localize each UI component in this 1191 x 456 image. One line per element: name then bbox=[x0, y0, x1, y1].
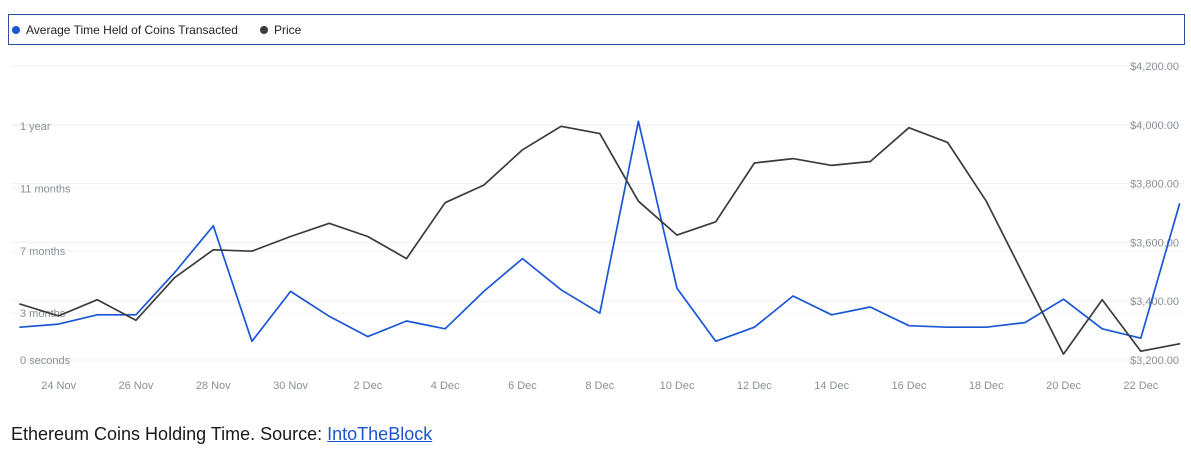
legend-dot-dark-icon bbox=[260, 25, 268, 34]
right-tick-label: $4,200.00 bbox=[1130, 61, 1179, 73]
x-tick-label: 24 Nov bbox=[41, 380, 76, 392]
legend: Average Time Held of Coins Transacted Pr… bbox=[8, 14, 1185, 45]
x-tick-label: 22 Dec bbox=[1123, 380, 1158, 392]
right-tick-label: $3,200.00 bbox=[1130, 355, 1179, 367]
x-tick-label: 4 Dec bbox=[431, 380, 460, 392]
x-tick-label: 12 Dec bbox=[737, 380, 772, 392]
figure-caption: Ethereum Coins Holding Time. Source: Int… bbox=[11, 424, 432, 445]
caption-source-link[interactable]: IntoTheBlock bbox=[327, 424, 433, 444]
left-tick-label: 1 year bbox=[20, 121, 51, 133]
left-tick-label: 11 months bbox=[20, 183, 71, 195]
series-line-holding-time bbox=[19, 120, 1181, 343]
x-tick-label: 2 Dec bbox=[353, 380, 382, 392]
x-tick-label: 26 Nov bbox=[119, 380, 154, 392]
x-tick-label: 10 Dec bbox=[660, 380, 695, 392]
right-tick-label: $3,800.00 bbox=[1130, 179, 1179, 191]
x-tick-label: 6 Dec bbox=[508, 380, 537, 392]
x-tick-label: 30 Nov bbox=[273, 380, 308, 392]
left-tick-label: 7 months bbox=[20, 246, 66, 258]
right-tick-label: $4,000.00 bbox=[1130, 120, 1179, 132]
x-tick-label: 28 Nov bbox=[196, 380, 231, 392]
legend-label-price: Price bbox=[274, 22, 302, 37]
x-tick-label: 16 Dec bbox=[892, 380, 927, 392]
x-tick-label: 14 Dec bbox=[814, 380, 849, 392]
legend-label-holding-time: Average Time Held of Coins Transacted bbox=[26, 22, 238, 37]
legend-item-price[interactable]: Price bbox=[260, 15, 301, 44]
legend-item-holding-time[interactable]: Average Time Held of Coins Transacted bbox=[12, 15, 238, 44]
caption-text: Ethereum Coins Holding Time. Source: bbox=[11, 424, 328, 444]
x-tick-label: 18 Dec bbox=[969, 380, 1004, 392]
left-tick-label: 0 seconds bbox=[20, 355, 71, 367]
right-tick-label: $3,600.00 bbox=[1130, 237, 1179, 249]
left-tick-label: 3 months bbox=[20, 308, 66, 320]
right-tick-label: $3,400.00 bbox=[1130, 296, 1179, 308]
x-tick-label: 8 Dec bbox=[585, 380, 614, 392]
series-line-price bbox=[19, 125, 1181, 355]
legend-dot-blue-icon bbox=[12, 25, 20, 34]
x-tick-label: 20 Dec bbox=[1046, 380, 1081, 392]
